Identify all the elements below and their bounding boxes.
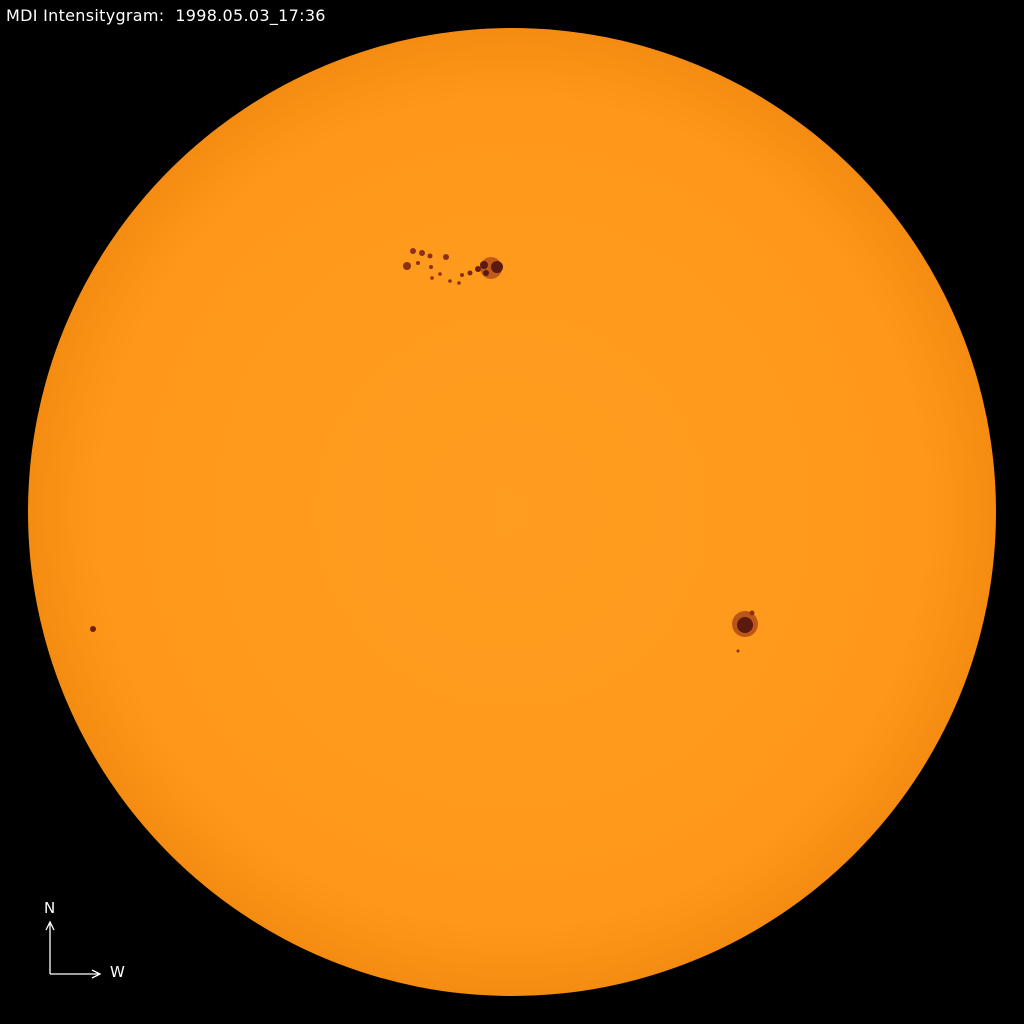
sun-disk xyxy=(28,28,996,996)
sunspot-group-north xyxy=(403,248,503,285)
west-label: W xyxy=(110,963,125,981)
north-label: N xyxy=(44,899,56,917)
sunspot-south-west xyxy=(732,610,758,653)
sunspot-east-limb xyxy=(90,626,96,632)
compass-arrows xyxy=(45,920,102,979)
image-title: MDI Intensitygram: 1998.05.03_17:36 xyxy=(6,6,326,25)
